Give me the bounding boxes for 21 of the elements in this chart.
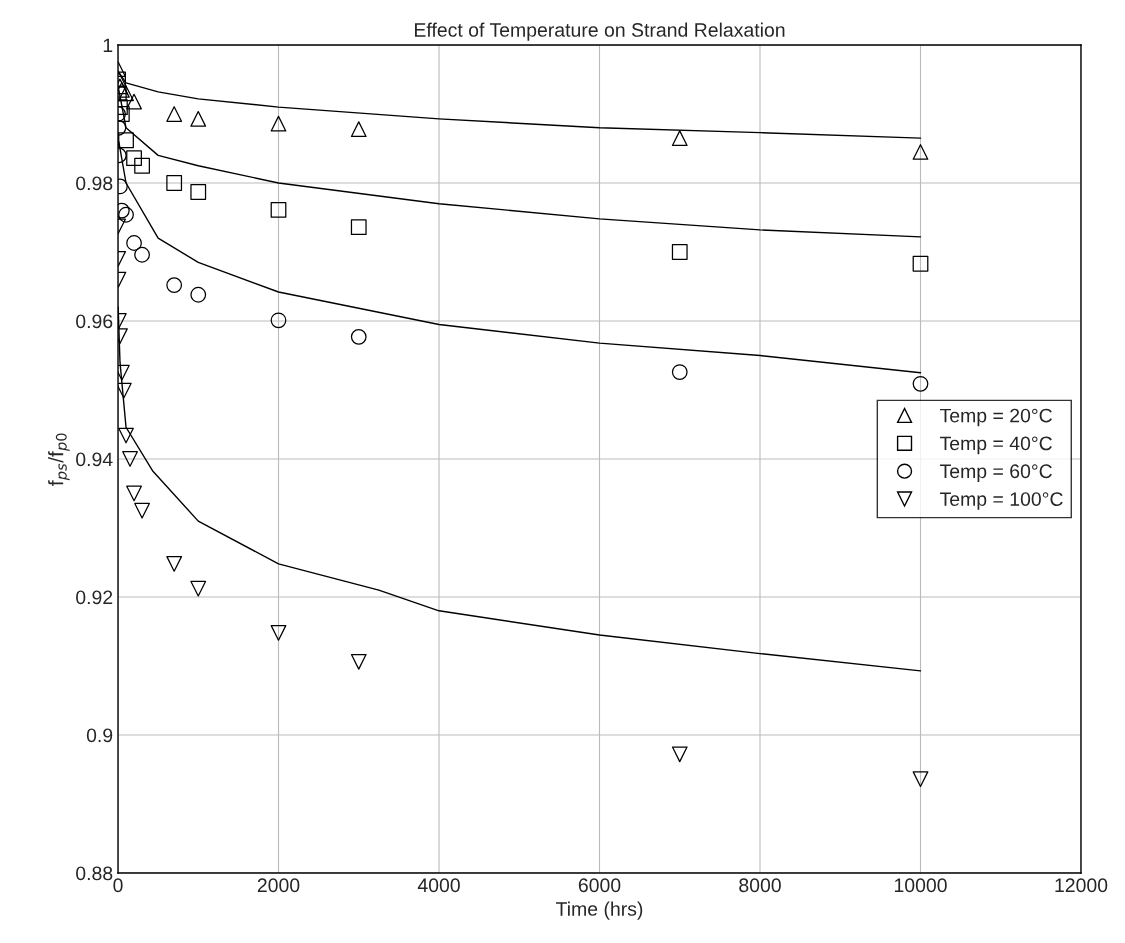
x-tick-label: 12000 xyxy=(1055,878,1108,893)
x-tick-label: 8000 xyxy=(739,878,781,893)
legend-label: Temp = 100°C xyxy=(939,492,1063,510)
x-tick-label: 4000 xyxy=(417,878,460,893)
legend-label: Temp = 40°C xyxy=(939,436,1052,455)
y-tick-label: 0.96 xyxy=(76,314,113,329)
y-tick-label: 1 xyxy=(103,38,113,53)
y-axis-title: f$_{ps}$/f$_{p0}$ xyxy=(48,433,70,486)
y-tick-label: 0.9 xyxy=(86,728,113,743)
x-tick-label: 2000 xyxy=(257,878,300,893)
x-axis-title: Time (hrs) xyxy=(556,901,643,920)
y-tick-label: 0.88 xyxy=(76,866,113,881)
x-tick-label: 10000 xyxy=(894,878,947,893)
x-tick-label: 6000 xyxy=(578,878,621,893)
y-tick-label: 0.94 xyxy=(76,452,113,467)
y-tick-label: 0.98 xyxy=(76,176,113,191)
legend-label: Temp = 60°C xyxy=(939,464,1052,482)
chart-title: Effect of Temperature on Strand Relaxation xyxy=(415,22,785,41)
x-tick-label: 0 xyxy=(113,878,123,893)
legend-label: Temp = 20°C xyxy=(939,408,1052,427)
y-tick-label: 0.92 xyxy=(76,590,113,605)
